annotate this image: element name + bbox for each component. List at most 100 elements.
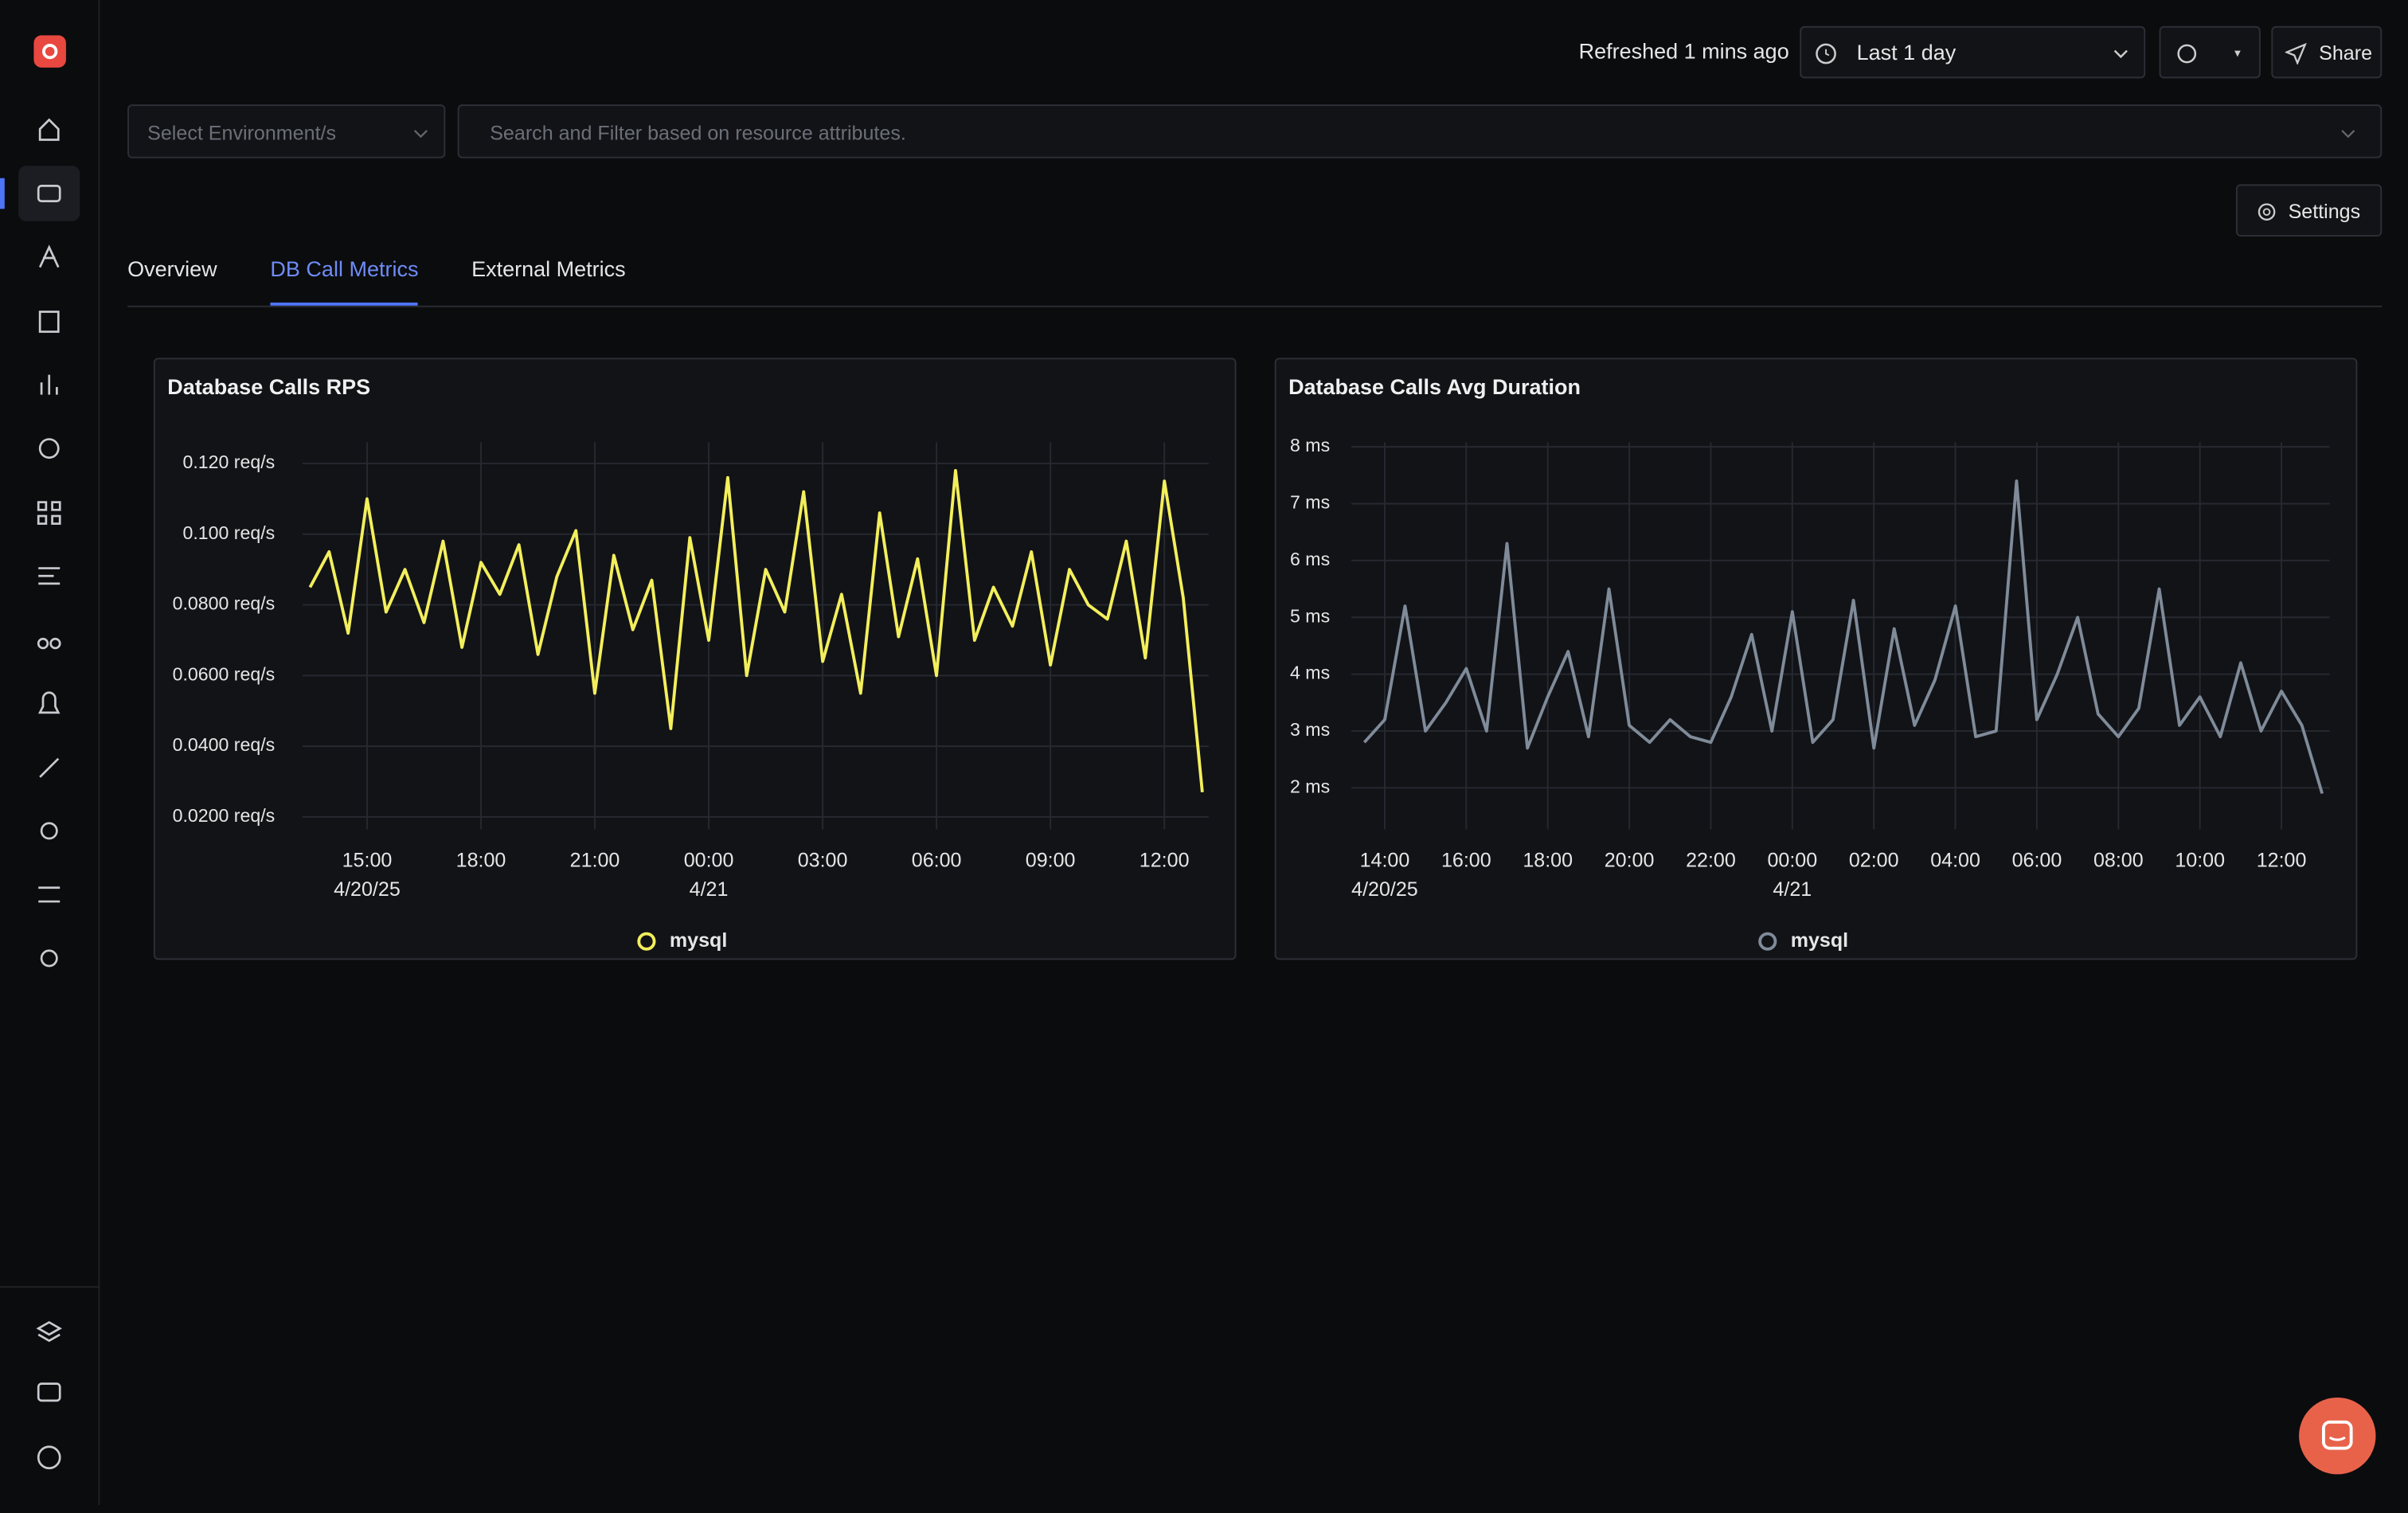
x-tick-label: 09:00 — [1026, 850, 1076, 872]
nav-metrics[interactable] — [40, 374, 58, 395]
chat-launcher[interactable] — [2299, 1397, 2376, 1475]
y-tick-label: 2 ms — [1290, 776, 1330, 796]
nav-integrations[interactable] — [39, 757, 60, 778]
x-tick-label: 08:00 — [2093, 850, 2144, 872]
nav-messaging[interactable] — [38, 567, 61, 585]
tab[interactable]: External Metrics — [471, 256, 626, 281]
y-tick-label: 7 ms — [1290, 492, 1330, 513]
sidebar-icons — [0, 35, 100, 1470]
chevron — [2341, 130, 2355, 139]
legend-marker — [1758, 932, 1777, 951]
x-tick-label: 18:00 — [1523, 850, 1573, 872]
settings-label: Settings — [2288, 199, 2361, 223]
y-tick-label: 0.120 req/s — [182, 452, 275, 472]
nav-alerts[interactable] — [37, 691, 61, 714]
x-tick-label: 02:00 — [1849, 850, 1899, 872]
search-placeholder: Search and Filter based on resource attr… — [490, 121, 906, 145]
settings-button[interactable]: Settings — [2235, 184, 2383, 237]
x-tick-label: 21:00 — [570, 850, 620, 872]
nav-infra[interactable] — [38, 438, 60, 459]
nav-pipelines[interactable] — [38, 886, 61, 903]
chart-title: Database Calls Avg Duration — [1288, 375, 1581, 399]
x-tick-label: 4/21 — [690, 878, 729, 901]
x-tick-label: 00:00 — [1767, 850, 1817, 872]
gear-icon — [2258, 203, 2276, 221]
chart-title: Database Calls RPS — [167, 375, 370, 399]
share-button[interactable]: Share — [2271, 25, 2383, 79]
chat-icon — [2321, 1420, 2353, 1450]
x-tick-label: 10:00 — [2175, 850, 2225, 872]
y-tick-label: 0.0800 req/s — [173, 593, 276, 614]
chevron — [2113, 49, 2128, 59]
tabs-divider — [127, 305, 2383, 307]
line — [1362, 479, 2324, 795]
nav-dashboards — [37, 514, 48, 525]
x-tick-label: 14:00 — [1360, 850, 1410, 872]
x-tick-label: 12:00 — [1140, 850, 1190, 872]
refresh-button[interactable] — [2159, 25, 2261, 79]
x-tick-label: 4/20/25 — [1351, 878, 1418, 901]
nav-explorer[interactable] — [37, 637, 49, 650]
nav-traces[interactable] — [38, 244, 60, 268]
y-tick-label: 4 ms — [1290, 663, 1330, 683]
share-label: Share — [2319, 41, 2373, 65]
environment-placeholder: Select Environment/s — [147, 121, 337, 145]
search-filter[interactable]: Search and Filter based on resource attr… — [457, 104, 2383, 158]
nav-exceptions[interactable] — [40, 822, 58, 840]
time-range-picker[interactable]: Last 1 day — [1800, 25, 2146, 79]
x-tick-label: 12:00 — [2257, 850, 2307, 872]
x-tick-label: 15:00 — [342, 850, 393, 872]
nav-dashboards — [51, 514, 61, 525]
nav-dashboards[interactable] — [37, 501, 48, 511]
nav-services[interactable] — [37, 185, 61, 202]
x-tick-label: 20:00 — [1605, 850, 1655, 872]
nav-dashboards — [51, 501, 61, 511]
x-tick-label: 06:00 — [2012, 850, 2062, 872]
time-range-label: Last 1 day — [1856, 40, 1956, 65]
logo[interactable] — [33, 35, 66, 68]
nav-active-marker — [0, 178, 5, 209]
nav-profile[interactable] — [37, 1445, 61, 1470]
refresh-icons — [2177, 44, 2241, 64]
x-tick-label: 04:00 — [1930, 850, 1980, 872]
line — [308, 468, 1204, 792]
y-tick-label: 0.0200 req/s — [173, 805, 276, 826]
x-tick-label: 06:00 — [912, 850, 962, 872]
x-tick-label: 4/21 — [1773, 878, 1812, 901]
y-tick-label: 0.100 req/s — [182, 522, 275, 543]
nav-settings[interactable] — [40, 949, 58, 968]
y-tick-label: 5 ms — [1290, 605, 1330, 626]
refreshed-text: Refreshed 1 mins ago — [1578, 38, 1789, 64]
legend-marker — [637, 932, 656, 951]
x-tick-label: 18:00 — [456, 850, 506, 872]
nav-explorer — [49, 637, 61, 650]
chevron — [413, 130, 428, 139]
tab[interactable]: Overview — [127, 256, 217, 281]
environment-select[interactable]: Select Environment/s — [127, 104, 446, 158]
x-tick-label: 22:00 — [1686, 850, 1736, 872]
x-tick-label: 16:00 — [1441, 850, 1491, 872]
send-icon — [2285, 42, 2307, 65]
logo-eye — [42, 43, 58, 60]
y-tick-label: 3 ms — [1290, 719, 1330, 740]
y-tick-label: 8 ms — [1290, 435, 1330, 455]
y-tick-label: 6 ms — [1290, 549, 1330, 569]
tab[interactable]: DB Call Metrics — [270, 256, 419, 281]
y-tick-label: 0.0600 req/s — [173, 663, 276, 684]
panel — [1274, 358, 2358, 960]
x-tick-label: 00:00 — [684, 850, 734, 872]
legend-label: mysql — [670, 929, 727, 952]
nav-home[interactable] — [38, 118, 60, 141]
nav-support[interactable] — [37, 1382, 61, 1402]
active-tab-indicator — [270, 302, 418, 306]
x-tick-label: 4/20/25 — [334, 878, 401, 901]
panel — [153, 358, 1237, 960]
clock-icon — [1816, 43, 1836, 65]
x-tick-label: 03:00 — [798, 850, 848, 872]
nav-logs[interactable] — [38, 311, 60, 333]
nav-workspace[interactable] — [36, 1320, 62, 1343]
sidebar — [0, 0, 100, 1505]
nav-active-bg — [18, 166, 80, 221]
